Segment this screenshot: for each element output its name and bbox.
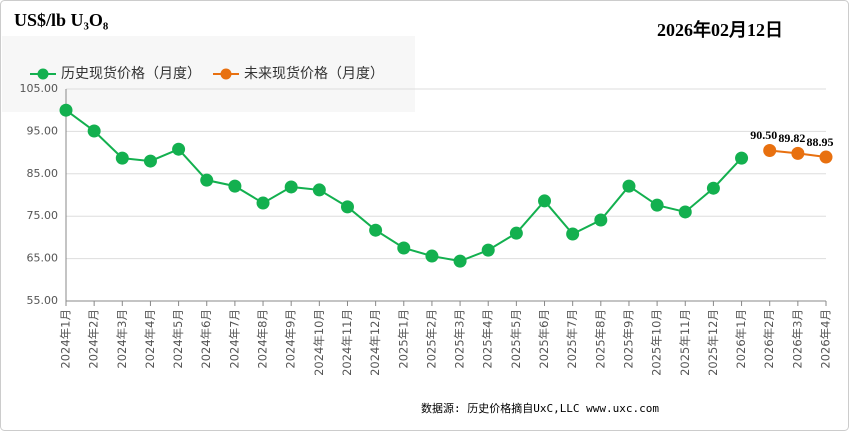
point (650, 198, 664, 212)
x-tick-label: 2025年1月 (396, 309, 410, 369)
point (735, 151, 749, 165)
legend-box (2, 36, 415, 112)
x-tick-label: 2024年3月 (115, 309, 129, 369)
x-tick-label: 2024年9月 (284, 309, 298, 369)
x-tick-label: 2025年3月 (453, 309, 467, 369)
x-tick-label: 2025年9月 (621, 309, 635, 369)
legend-label: 历史现货价格（月度） (61, 65, 201, 82)
x-tick-label: 2024年11月 (340, 309, 354, 376)
x-tick-label: 2025年4月 (481, 309, 495, 369)
point (819, 150, 833, 164)
x-tick-label: 2024年8月 (256, 309, 270, 369)
point (143, 154, 157, 168)
x-tick-label: 2026年4月 (819, 309, 833, 369)
x-tick-label: 2026年1月 (734, 309, 748, 369)
point (706, 181, 720, 195)
value-label: 90.50 (750, 128, 777, 142)
value-label: 88.95 (807, 135, 834, 149)
point (791, 146, 805, 160)
x-tick-label: 2026年3月 (790, 309, 804, 369)
point (509, 226, 523, 240)
point (425, 249, 439, 263)
point (340, 200, 354, 214)
point (59, 103, 73, 117)
x-tick-label: 2025年12月 (706, 309, 720, 376)
x-tick-label: 2024年12月 (368, 309, 382, 376)
x-tick-label: 2024年1月 (59, 309, 73, 369)
legend-label: 未来现货价格（月度） (244, 65, 384, 82)
point (312, 183, 326, 197)
x-tick-label: 2024年10月 (312, 309, 326, 376)
legend-marker (220, 68, 232, 80)
point (397, 241, 411, 255)
y-tick-label: 65.00 (27, 252, 59, 265)
point (256, 196, 270, 210)
point (369, 223, 383, 237)
point (678, 205, 692, 219)
y-tick-label: 85.00 (27, 167, 59, 180)
y-tick-label: 55.00 (27, 294, 59, 307)
point (87, 124, 101, 138)
x-tick-label: 2025年7月 (565, 309, 579, 369)
point (115, 151, 129, 165)
x-tick-label: 2024年6月 (199, 309, 213, 369)
point (284, 180, 298, 194)
x-tick-label: 2025年10月 (650, 309, 664, 376)
x-tick-label: 2025年11月 (678, 309, 692, 376)
point (453, 254, 467, 268)
x-tick-label: 2025年6月 (537, 309, 551, 369)
point (566, 227, 580, 241)
date: 2026年02月12日 (657, 19, 783, 40)
x-tick-label: 2025年2月 (424, 309, 438, 369)
x-tick-label: 2024年2月 (87, 309, 101, 369)
y-tick-label: 95.00 (27, 124, 59, 137)
value-label: 89.82 (778, 131, 805, 145)
point (538, 194, 552, 208)
y-tick-label: 105.00 (20, 82, 59, 95)
legend-marker (37, 68, 49, 80)
x-tick-label: 2025年5月 (509, 309, 523, 369)
x-tick-label: 2026年2月 (762, 309, 776, 369)
point (481, 243, 495, 257)
point (228, 179, 242, 193)
chart-title: US$/lb U₃O₈ (14, 10, 109, 30)
point (594, 213, 608, 227)
y-tick-label: 75.00 (27, 209, 59, 222)
point (763, 143, 777, 157)
x-tick-label: 2024年7月 (227, 309, 241, 369)
x-tick-label: 2024年5月 (171, 309, 185, 369)
point (172, 142, 186, 156)
source: 数据源: 历史价格摘自UxC,LLC www.uxc.com (421, 401, 659, 415)
x-tick-label: 2025年8月 (593, 309, 607, 369)
point (622, 179, 636, 193)
x-tick-label: 2024年4月 (143, 309, 157, 369)
point (200, 173, 214, 187)
